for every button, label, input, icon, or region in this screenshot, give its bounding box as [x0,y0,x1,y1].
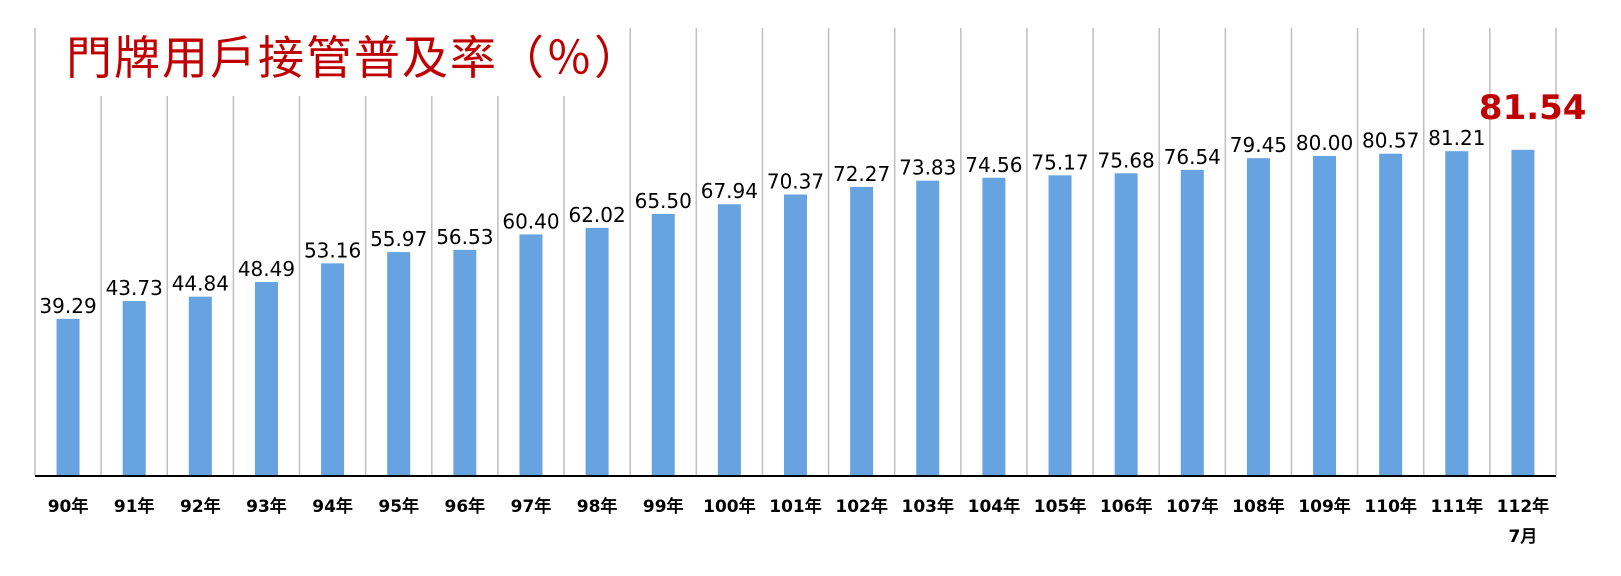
value-label: 80.00 [1296,131,1353,155]
value-label: 55.97 [370,227,427,251]
bar-93年 [254,282,278,476]
bar-106年 [1114,173,1138,476]
bar-95年 [387,252,411,476]
highlight-value-label: 81.54 [1478,87,1587,128]
value-label: 44.84 [172,272,229,296]
x-tick-label: 94年 [312,496,353,517]
value-label: 73.83 [899,156,956,180]
bar-112年 [1511,149,1535,476]
value-label: 48.49 [238,257,295,281]
bar-104年 [982,177,1006,476]
x-tick-label: 90年 [48,496,89,517]
bar-96年 [453,249,477,476]
bar-103年 [916,180,940,476]
x-tick-label: 109年 [1298,496,1351,517]
x-tick-label: 103年 [902,496,955,517]
x-tick-label: 106年 [1100,496,1153,517]
bar-105年 [1048,175,1072,476]
bar-94年 [321,263,345,476]
value-label: 53.16 [304,238,361,262]
value-label: 75.68 [1098,148,1155,172]
bar-90年 [56,318,80,476]
x-tick-label: 93年 [246,496,287,517]
x-tick-label: 97年 [511,496,552,517]
value-label: 80.57 [1362,129,1419,153]
x-tick-label: 100年 [703,496,756,517]
bar-109年 [1313,156,1337,476]
x-tick-sublabel: 7月 [1509,527,1538,547]
value-label: 43.73 [106,276,163,300]
x-tick-label: 99年 [643,496,684,517]
x-tick-label: 112年 [1497,496,1550,517]
value-labels: 39.29 43.73 44.84 48.49 53.16 55.97 56.53 60.40… [39,126,1485,318]
value-label: 76.54 [1164,145,1221,169]
x-tick-label: 107年 [1166,496,1219,517]
bar-101年 [784,194,807,476]
bar-92年 [188,296,212,476]
bar-100年 [717,204,741,477]
value-label: 56.53 [436,225,493,249]
bar-97年 [519,234,543,476]
x-tick-label: 104年 [968,496,1021,517]
x-tick-label: 101年 [769,496,822,517]
value-label: 67.94 [701,179,758,203]
x-tick-label: 111年 [1431,496,1484,517]
value-label: 72.27 [833,162,890,186]
value-label: 70.37 [767,170,824,194]
x-tick-label: 92年 [180,496,221,517]
value-label: 62.02 [568,203,625,227]
bar-107年 [1180,169,1204,476]
value-label: 74.56 [965,153,1022,177]
value-label: 65.50 [635,189,692,213]
x-tick-label: 102年 [835,496,888,517]
bar-98年 [585,227,609,476]
bar-99年 [651,214,675,476]
bar-102年 [850,186,874,477]
x-tick-label: 98年 [577,496,618,517]
x-tick-labels: 90年 91年 92年 93年 94年 95年 96年 97年 98年 99年 100年 101年 10… [48,496,1549,547]
x-tick-label: 95年 [378,496,419,517]
x-tick-label: 96年 [445,496,486,517]
value-label: 81.21 [1428,126,1485,150]
chart-title: 門牌用戶接管普及率（％） [66,31,642,85]
x-tick-label: 108年 [1232,496,1285,517]
x-tick-label: 91年 [114,496,155,517]
grid-lines [34,28,1557,476]
bar-108年 [1246,158,1270,476]
bar-91年 [122,301,146,476]
value-label: 79.45 [1230,133,1287,157]
x-tick-label: 105年 [1034,496,1087,517]
value-label: 39.29 [39,294,96,318]
bar-111年 [1445,151,1469,476]
bar-110年 [1379,153,1403,476]
value-label: 75.17 [1031,150,1088,174]
x-tick-label: 110年 [1364,496,1417,517]
value-label: 60.40 [502,209,559,233]
bars [56,149,1535,477]
